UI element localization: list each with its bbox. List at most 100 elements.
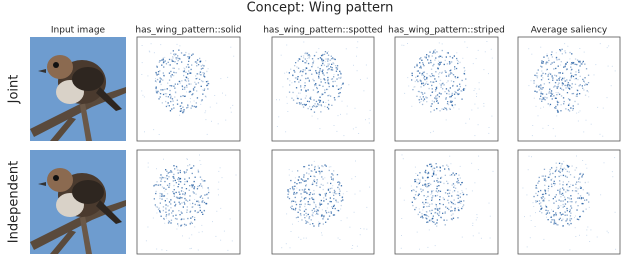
saliency-dot (319, 172, 321, 174)
saliency-dot (555, 107, 557, 109)
saliency-dot (435, 95, 437, 97)
saliency-dot (299, 92, 301, 94)
saliency-dot (176, 196, 178, 198)
saliency-dot (179, 169, 181, 172)
saliency-dot (164, 88, 166, 91)
saliency-dot (307, 77, 309, 79)
saliency-dot (551, 219, 553, 221)
saliency-dot (223, 230, 225, 232)
saliency-dot (458, 182, 460, 184)
saliency-dot (354, 176, 356, 178)
saliency-dot (568, 103, 570, 105)
saliency-dot (425, 217, 427, 219)
saliency-dot (454, 76, 456, 78)
saliency-dot (419, 72, 421, 74)
saliency-dot (288, 197, 291, 200)
saliency-dot (314, 165, 316, 168)
saliency-dot (155, 88, 157, 90)
saliency-dot (431, 198, 433, 200)
saliency-dot (187, 105, 189, 107)
saliency-dot (182, 235, 183, 237)
saliency-dot (558, 79, 560, 81)
saliency-dot (309, 193, 311, 196)
saliency-dot (314, 103, 316, 105)
saliency-dot (198, 73, 200, 75)
saliency-dot (432, 196, 434, 198)
saliency-dot (446, 164, 448, 166)
saliency-dot (550, 179, 552, 181)
saliency-dot (313, 80, 315, 82)
saliency-dot (480, 237, 482, 239)
saliency-dot (365, 64, 367, 66)
saliency-dot (429, 203, 431, 206)
saliency-dot (413, 189, 415, 191)
saliency-dot (188, 66, 190, 68)
saliency-dot (562, 225, 564, 227)
saliency-dot (553, 222, 555, 224)
saliency-dot (425, 96, 427, 98)
saliency-dot (179, 82, 181, 84)
saliency-dot (450, 200, 452, 203)
saliency-dot (488, 202, 490, 204)
saliency-dot (454, 207, 456, 209)
saliency-dot (436, 222, 438, 224)
saliency-dot (321, 234, 323, 236)
saliency-dot (579, 234, 580, 236)
saliency-dot (162, 59, 165, 61)
saliency-dot (170, 222, 172, 224)
saliency-dot (562, 89, 565, 91)
saliency-dot (159, 197, 161, 200)
saliency-dot (159, 177, 161, 179)
saliency-dot (401, 218, 403, 219)
saliency-dot (442, 165, 444, 167)
saliency-dot (457, 194, 460, 197)
saliency-dot (322, 53, 324, 56)
saliency-dot (564, 65, 566, 68)
saliency-dot (460, 90, 462, 92)
saliency-dot (174, 61, 176, 63)
saliency-dot (417, 91, 419, 92)
saliency-dot (176, 197, 179, 199)
saliency-dot (183, 70, 185, 73)
saliency-dot (303, 166, 305, 168)
saliency-dot (562, 181, 564, 183)
saliency-dot (435, 87, 438, 89)
saliency-dot (302, 60, 304, 62)
saliency-dot (429, 220, 431, 222)
saliency-dot (417, 178, 419, 180)
saliency-dot (169, 171, 171, 173)
saliency-dot (297, 170, 299, 172)
saliency-dot (458, 93, 460, 95)
saliency-dot (426, 221, 428, 223)
saliency-dot (349, 226, 351, 228)
saliency-dot (569, 201, 571, 203)
saliency-dot (611, 171, 613, 173)
saliency-dot (434, 49, 436, 51)
saliency-dot (545, 69, 547, 71)
saliency-dot (166, 173, 168, 175)
saliency-dot (566, 164, 568, 166)
saliency-dot (430, 194, 432, 196)
saliency-dot (433, 174, 435, 176)
saliency-dot (416, 186, 418, 188)
saliency-dot (464, 88, 466, 90)
saliency-dot (175, 165, 178, 168)
saliency-dot (545, 192, 547, 195)
saliency-dot (321, 59, 323, 61)
saliency-dot (229, 218, 231, 220)
saliency-dot (564, 175, 567, 177)
saliency-dot (434, 52, 436, 54)
saliency-dot (577, 192, 579, 195)
saliency-dot (312, 183, 314, 185)
saliency-dot (447, 89, 450, 91)
saliency-dot (561, 88, 563, 90)
saliency-dot (182, 193, 184, 195)
saliency-dot (194, 86, 196, 88)
saliency-dot (557, 59, 559, 61)
saliency-dot (188, 57, 190, 60)
saliency-dot (590, 123, 592, 125)
saliency-dot (434, 90, 437, 92)
saliency-dot (171, 60, 173, 62)
saliency-dot (296, 66, 298, 68)
saliency-dot (159, 184, 161, 186)
